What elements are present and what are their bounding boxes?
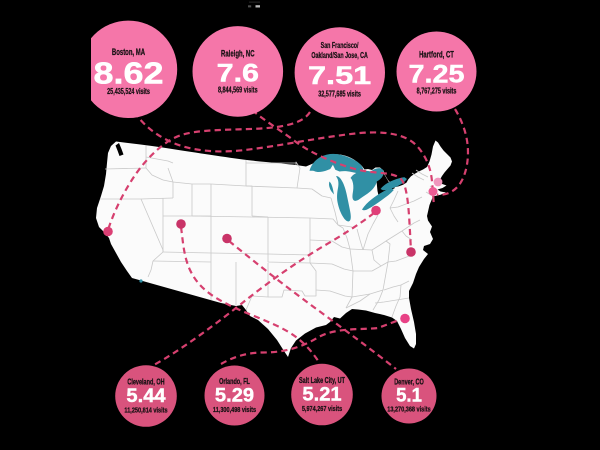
svg-text:San Francisco/: San Francisco/ xyxy=(321,41,359,51)
svg-text:7.51: 7.51 xyxy=(308,62,371,90)
svg-text:5.21: 5.21 xyxy=(302,384,341,405)
svg-text:Oakland/San Jose, CA: Oakland/San Jose, CA xyxy=(311,51,367,61)
svg-text:Boston, MA: Boston, MA xyxy=(112,47,145,58)
svg-text:Cleveland, OH: Cleveland, OH xyxy=(127,376,164,387)
svg-text:Orlando, FL: Orlando, FL xyxy=(219,376,250,387)
svg-text:5,974,267 visits: 5,974,267 visits xyxy=(302,405,343,413)
svg-text:32,577,685 visits: 32,577,685 visits xyxy=(318,91,361,99)
svg-text:5.44: 5.44 xyxy=(126,386,165,407)
svg-text:7.25: 7.25 xyxy=(409,60,465,88)
svg-text:Raleigh, NC: Raleigh, NC xyxy=(221,48,255,59)
svg-text:5.1: 5.1 xyxy=(396,384,422,405)
svg-text:8,844,569 visits: 8,844,569 visits xyxy=(218,87,258,95)
svg-text:8.62: 8.62 xyxy=(93,57,163,91)
svg-text:Denver, CO: Denver, CO xyxy=(394,376,424,387)
svg-text:25,435,524 visits: 25,435,524 visits xyxy=(107,88,150,96)
svg-text:13,270,368 visits: 13,270,368 visits xyxy=(387,406,431,414)
svg-text:Hartford, CT: Hartford, CT xyxy=(419,49,454,60)
svg-text:8,767,275 visits: 8,767,275 visits xyxy=(417,88,457,96)
svg-text:11,300,498 visits: 11,300,498 visits xyxy=(213,406,256,414)
svg-text:7.6: 7.6 xyxy=(217,59,259,87)
svg-text:5.29: 5.29 xyxy=(215,385,254,406)
svg-text:Salt Lake City, UT: Salt Lake City, UT xyxy=(299,375,345,386)
svg-text:11,250,814 visits: 11,250,814 visits xyxy=(124,407,167,415)
